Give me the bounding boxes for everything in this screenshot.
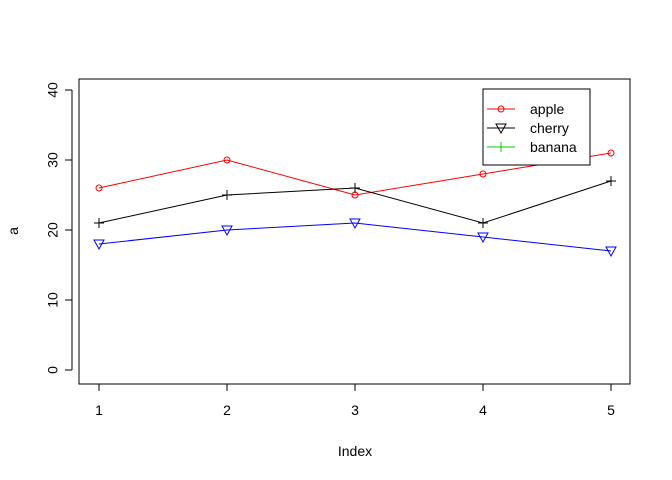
y-tick-label: 0 bbox=[45, 366, 61, 374]
legend-label: banana bbox=[530, 139, 577, 155]
data-point bbox=[223, 156, 231, 164]
data-point bbox=[93, 239, 105, 251]
series-banana bbox=[93, 218, 617, 258]
x-tick-label: 4 bbox=[479, 402, 487, 418]
y-axis-title: a bbox=[5, 227, 21, 235]
legend-item-apple: apple bbox=[487, 101, 564, 117]
y-tick-label: 40 bbox=[45, 82, 61, 98]
series-layer bbox=[93, 149, 617, 258]
legend-marker bbox=[495, 123, 507, 135]
series-line bbox=[98, 222, 612, 252]
legend-box bbox=[482, 88, 591, 166]
x-tick-label: 3 bbox=[351, 402, 359, 418]
series-apple bbox=[95, 149, 615, 199]
data-point bbox=[477, 232, 489, 244]
data-point bbox=[350, 183, 360, 193]
x-axis-title: Index bbox=[338, 443, 372, 459]
x-tick-label: 5 bbox=[607, 402, 615, 418]
data-point bbox=[606, 176, 616, 186]
y-tick-label: 20 bbox=[45, 222, 61, 238]
legend-label: cherry bbox=[530, 120, 569, 136]
data-point bbox=[479, 170, 487, 178]
legend-label: apple bbox=[530, 101, 564, 117]
y-axis: 0 10 20 30 40 bbox=[45, 82, 73, 374]
y-tick-label: 30 bbox=[45, 152, 61, 168]
data-point bbox=[95, 184, 103, 192]
data-point bbox=[605, 246, 617, 258]
series-line bbox=[98, 152, 612, 196]
legend-item-banana: banana bbox=[487, 139, 577, 155]
y-tick-label: 10 bbox=[45, 292, 61, 308]
legend-marker bbox=[497, 105, 505, 113]
legend-marker bbox=[496, 142, 506, 152]
series-cherry bbox=[94, 176, 616, 228]
x-tick-label: 2 bbox=[223, 402, 231, 418]
x-axis: 1 2 3 4 5 bbox=[95, 383, 615, 418]
legend-item-cherry: cherry bbox=[487, 120, 569, 136]
legend: apple cherry banana bbox=[482, 88, 591, 166]
data-point bbox=[94, 218, 104, 228]
data-point bbox=[222, 190, 232, 200]
data-point bbox=[221, 225, 233, 237]
data-point bbox=[349, 218, 361, 230]
x-tick-label: 1 bbox=[95, 402, 103, 418]
data-point bbox=[478, 218, 488, 228]
data-point bbox=[607, 149, 615, 157]
